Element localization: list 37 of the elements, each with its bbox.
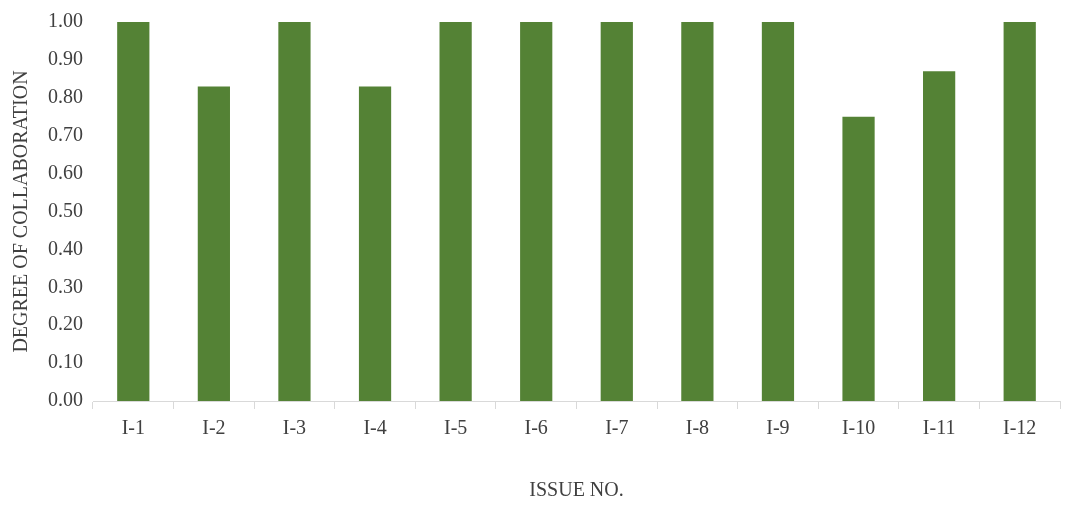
x-tick-label: I-6 (524, 416, 548, 439)
x-tick-label: I-2 (202, 416, 226, 439)
bar (520, 22, 553, 401)
bar (197, 86, 230, 401)
bar (358, 86, 392, 401)
y-tick-label: 0.30 (48, 274, 83, 297)
y-tick-label: 0.40 (48, 236, 83, 259)
x-tick-label: I-1 (121, 416, 145, 439)
y-tick-label: 0.80 (48, 85, 83, 108)
y-axis-title: DEGREE OF COLLABORATION (9, 70, 32, 353)
x-tick-label: I-7 (605, 416, 629, 439)
bar (842, 116, 875, 401)
bar (278, 22, 311, 401)
y-tick-label: 1.00 (48, 9, 83, 32)
bar (439, 22, 472, 401)
x-tick-label: I-4 (363, 416, 387, 439)
x-tick-label: I-9 (766, 416, 790, 439)
x-tick-label: I-3 (282, 416, 307, 439)
x-tick-label: I-8 (685, 416, 710, 439)
x-tick-label: I-10 (841, 416, 876, 439)
x-tick-label: I-11 (922, 416, 956, 439)
y-tick-label: 0.60 (48, 160, 83, 183)
bar (1003, 22, 1036, 401)
x-tick-label: I-5 (443, 416, 468, 439)
x-tick-label: I-12 (1003, 416, 1037, 439)
y-tick-label: 0.20 (48, 312, 83, 335)
bar (923, 71, 956, 401)
bar (600, 22, 633, 401)
bar (117, 22, 150, 401)
y-tick-label: 0.00 (48, 388, 83, 411)
y-tick-label: 0.70 (48, 122, 83, 145)
bar (681, 22, 714, 401)
y-tick-label: 0.50 (48, 198, 83, 221)
bar (761, 22, 795, 401)
y-tick-label: 0.90 (48, 47, 83, 70)
x-axis-title: ISSUE NO. (529, 478, 624, 501)
y-tick-label: 0.10 (48, 350, 83, 373)
